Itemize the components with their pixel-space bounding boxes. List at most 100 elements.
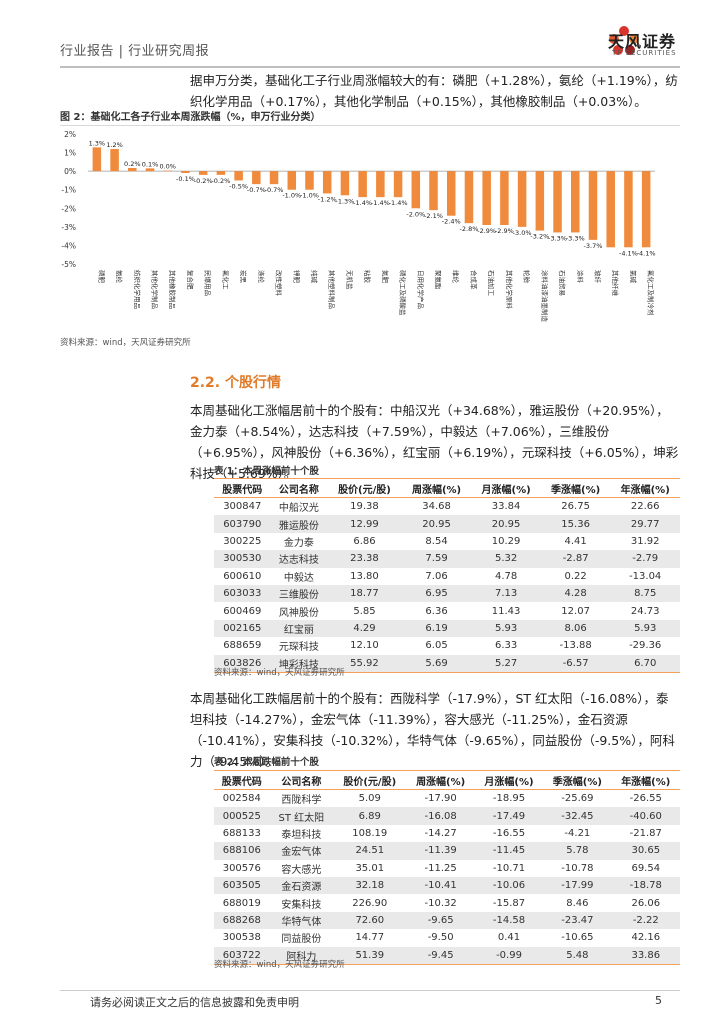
bar xyxy=(216,171,226,175)
table-cell: -17.99 xyxy=(543,876,612,895)
category-label: 玻纤 xyxy=(593,270,602,284)
table-top-losers: 股票代码 公司名称 股价(元/股) 周涨幅(%) 月涨幅(%) 季涨幅(%) 年涨幅(%) … xyxy=(214,770,680,965)
table-cell: 34.68 xyxy=(422,501,451,513)
table-cell: 31.92 xyxy=(630,535,660,547)
table-cell: 容大感光 xyxy=(281,864,322,876)
table-row: 603790 雅运股份 12.99 20.95 20.95 15.36 29.77 xyxy=(214,515,680,533)
table-cell: 红宝丽 xyxy=(270,619,328,638)
table-cell: 金力泰 xyxy=(283,537,314,549)
table-cell: 7.59 xyxy=(401,550,472,568)
table-cell: 18.77 xyxy=(327,584,402,603)
bar xyxy=(376,171,385,198)
category-label: 氟化工 xyxy=(221,270,230,290)
data-label: -0.2% xyxy=(194,177,213,185)
bar xyxy=(446,171,456,216)
data-label: -1.4% xyxy=(389,199,408,207)
table-cell: 6.36 xyxy=(425,605,448,617)
table-cell: 24.51 xyxy=(333,842,407,860)
bar xyxy=(641,171,651,248)
table-cell: 688133 xyxy=(222,827,261,839)
table-cell: 5.93 xyxy=(610,619,680,638)
bar xyxy=(393,171,403,198)
data-label: -3.3% xyxy=(566,234,585,242)
table-cell: -29.36 xyxy=(629,640,662,652)
table-cell: -6.57 xyxy=(540,654,611,673)
category-label: 钾肥 xyxy=(292,270,301,284)
table-cell: 32.18 xyxy=(333,876,407,895)
table-cell: 三维股份 xyxy=(270,584,328,603)
table-row: 688106 金宏气体 24.51 -11.39 -11.45 5.78 30.65 xyxy=(214,842,680,860)
table-cell: 226.90 xyxy=(352,897,388,909)
table-cell: 8.46 xyxy=(566,897,589,909)
column-header: 月涨幅(%) xyxy=(474,770,544,790)
table-cell: 5.27 xyxy=(471,654,541,673)
bar xyxy=(588,171,598,240)
table-cell: 603790 xyxy=(214,515,271,533)
table-cell: -10.65 xyxy=(561,932,594,944)
table-cell: 8.06 xyxy=(540,619,611,638)
table-up-title: 表 1：本周涨幅前十个股 xyxy=(214,466,319,477)
data-label: -2.8% xyxy=(460,225,479,233)
table-cell: -13.04 xyxy=(629,570,662,582)
table-cell: 华特气体 xyxy=(269,911,334,930)
table-cell: 33.84 xyxy=(491,501,521,513)
table-cell: 000525 xyxy=(214,807,270,825)
table-cell: 6.95 xyxy=(401,584,472,603)
table-cell: 6.33 xyxy=(494,640,518,652)
table-cell: 72.60 xyxy=(333,911,407,930)
section-title: 2.2. 个股行情 xyxy=(190,375,281,391)
category-label: 日用化学产品 xyxy=(416,270,425,309)
table-down-title: 表 2：本周跌幅前十个股 xyxy=(214,757,319,768)
table-cell: -9.45 xyxy=(406,946,475,965)
table-row: 002584 西陇科学 5.09 -17.90 -18.95 -25.69 -26.55 xyxy=(214,790,680,808)
table-cell: 风神股份 xyxy=(278,607,319,619)
table-cell: 坤彩科技 xyxy=(270,654,328,673)
table-cell: -26.55 xyxy=(629,793,662,805)
table-cell: -0.99 xyxy=(474,946,544,965)
table-cell: 5.69 xyxy=(401,654,472,673)
table-row: 600610 中毅达 13.80 7.06 4.78 0.22 -13.04 xyxy=(214,568,680,585)
figure-source: 资料来源：wind，天风证券研究所 xyxy=(60,338,191,348)
table-cell: 7.06 xyxy=(425,570,448,582)
table-row: 300538 同益股份 14.77 -9.50 0.41 -10.65 42.16 xyxy=(214,929,680,946)
figure-title: 图 2：基础化工各子行业本周涨跌幅（%，申万行业分类） xyxy=(60,112,321,123)
bar xyxy=(535,171,545,231)
table-cell: 20.95 xyxy=(401,515,472,533)
table-cell: -9.50 xyxy=(427,932,454,944)
category-label: 复合肥 xyxy=(186,270,195,290)
bar xyxy=(110,149,119,172)
table-cell: 12.10 xyxy=(350,640,379,652)
data-label: -1.4% xyxy=(371,199,390,207)
table-cell: 14.77 xyxy=(355,932,385,944)
category-label: 纯碱 xyxy=(310,270,319,284)
table-row: 603505 金石资源 32.18 -10.41 -10.06 -17.99 -18.78 xyxy=(214,876,680,895)
data-label: -1.0% xyxy=(282,192,301,200)
data-label: -3.0% xyxy=(513,229,532,237)
table-cell: 达志科技 xyxy=(270,550,328,568)
category-label: 涤纶 xyxy=(257,270,266,284)
table-cell: 002165 xyxy=(214,619,271,638)
table-cell: 4.28 xyxy=(540,584,611,603)
table-cell: -40.60 xyxy=(611,807,680,825)
table-cell: 688659 xyxy=(223,640,262,652)
table-down-source: 资料来源：wind，天风证券研究所 xyxy=(214,960,345,970)
table-cell: -11.39 xyxy=(406,842,475,860)
column-header: 股票代码 xyxy=(214,770,270,790)
y-tick-label: 1% xyxy=(64,149,76,158)
table-cell: -4.21 xyxy=(564,827,591,839)
data-label: 1.3% xyxy=(89,139,106,147)
table-cell: -16.08 xyxy=(406,807,475,825)
table-cell: -14.27 xyxy=(424,827,457,839)
category-label: 石油贸易 xyxy=(558,270,567,296)
category-label: 其他塑料制品 xyxy=(328,270,337,309)
table-cell: 10.29 xyxy=(491,535,521,547)
table-cell: 6.05 xyxy=(425,640,448,652)
table-cell: 22.66 xyxy=(630,501,660,513)
y-tick-label: -1% xyxy=(61,186,76,195)
table-cell: 8.54 xyxy=(425,535,448,547)
y-tick-label: -4% xyxy=(61,241,76,250)
bar xyxy=(553,171,562,233)
bar xyxy=(92,147,102,172)
category-label: 合成革 xyxy=(469,270,478,290)
table-cell: 300847 xyxy=(223,501,262,513)
